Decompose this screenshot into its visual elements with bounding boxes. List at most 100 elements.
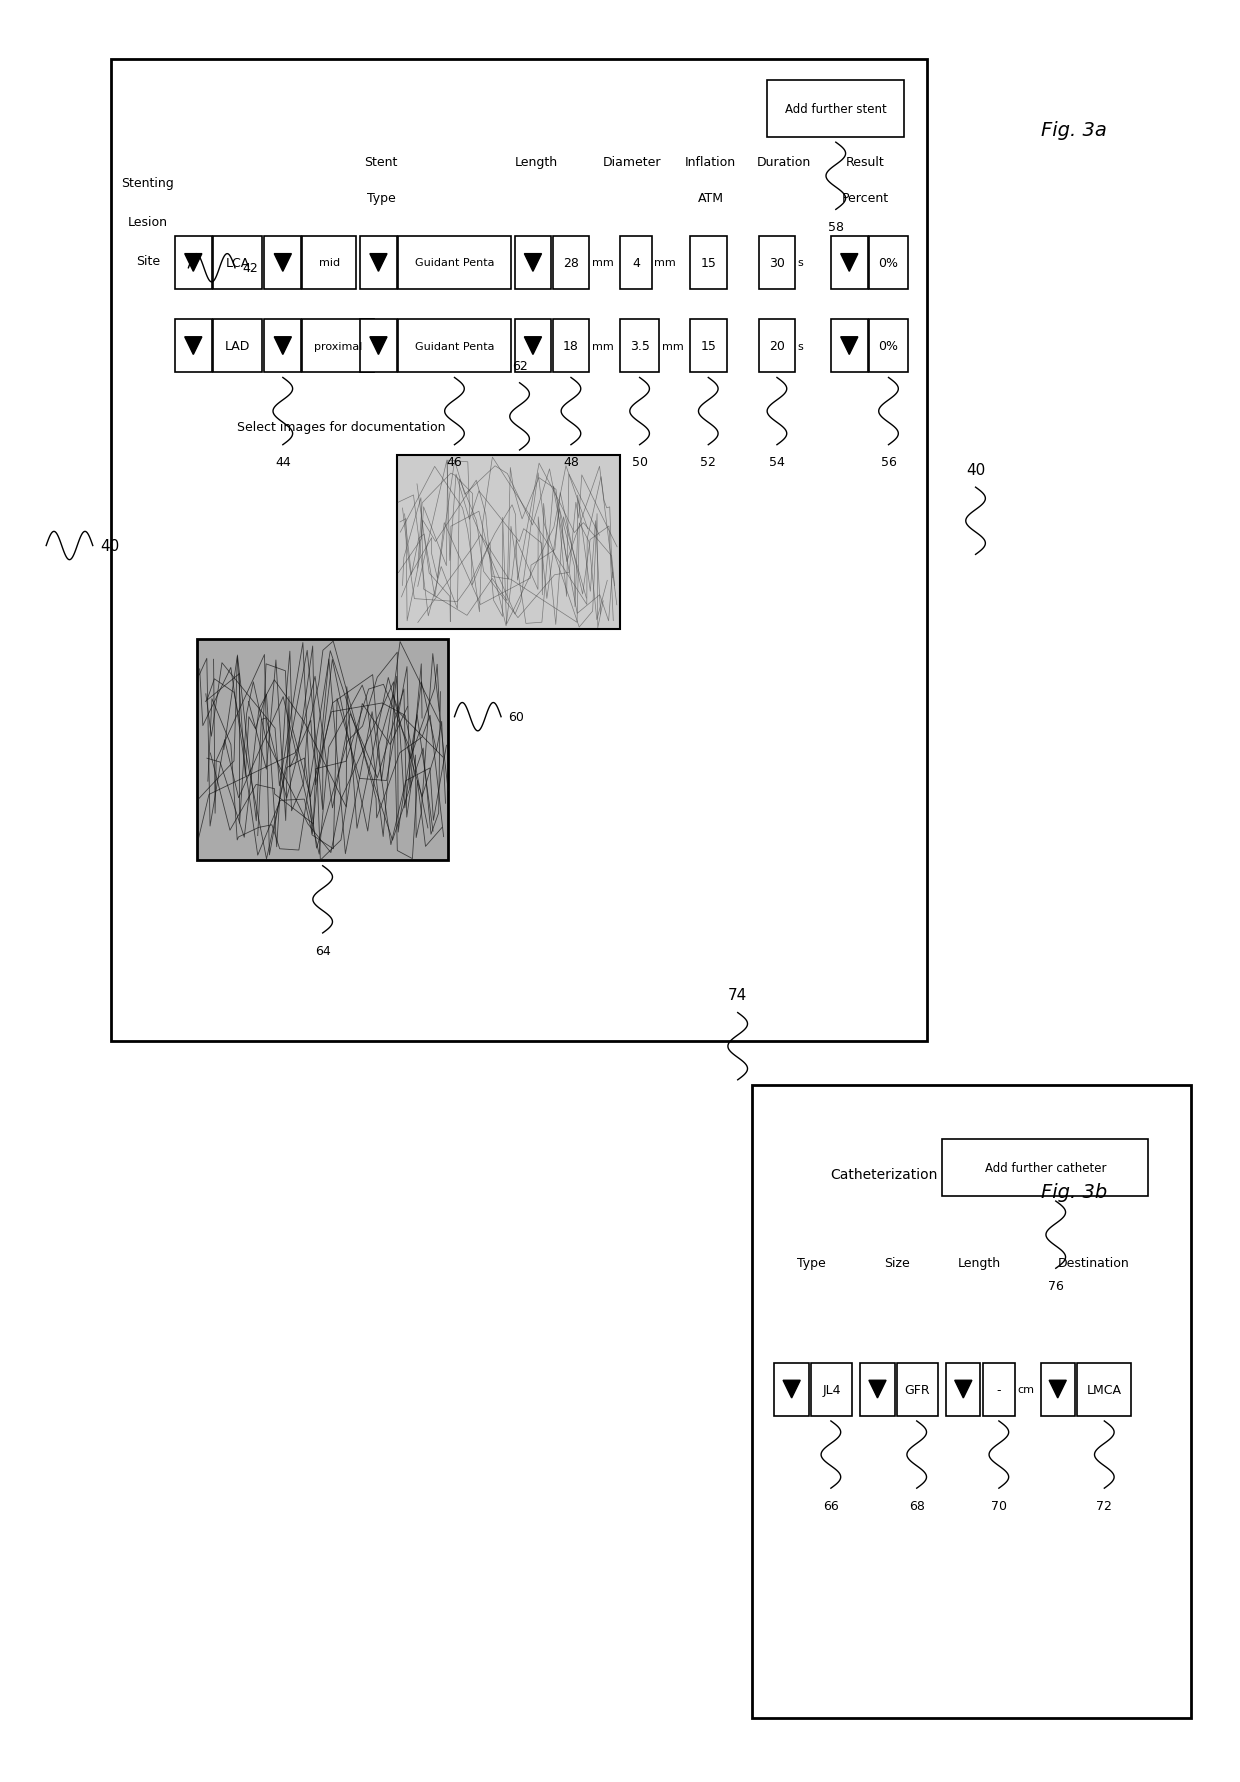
FancyBboxPatch shape (753, 1085, 1192, 1718)
FancyBboxPatch shape (811, 1363, 852, 1417)
Polygon shape (869, 1381, 887, 1399)
FancyBboxPatch shape (264, 321, 301, 372)
Text: 46: 46 (446, 456, 463, 469)
FancyBboxPatch shape (398, 321, 511, 372)
FancyBboxPatch shape (983, 1363, 1014, 1417)
Text: 40: 40 (966, 462, 986, 478)
Text: mm: mm (591, 258, 614, 269)
Text: LMCA: LMCA (1086, 1383, 1122, 1395)
FancyBboxPatch shape (175, 321, 212, 372)
FancyBboxPatch shape (759, 321, 795, 372)
Text: 72: 72 (1096, 1499, 1112, 1511)
FancyBboxPatch shape (897, 1363, 937, 1417)
Text: 3.5: 3.5 (630, 340, 650, 353)
Polygon shape (525, 337, 542, 355)
Text: Guidant Penta: Guidant Penta (414, 342, 495, 351)
Text: 20: 20 (769, 340, 785, 353)
Text: 48: 48 (563, 456, 579, 469)
Text: Lesion: Lesion (128, 216, 167, 230)
Text: proximal: proximal (314, 342, 362, 351)
FancyBboxPatch shape (689, 321, 727, 372)
Text: Percent: Percent (842, 191, 889, 205)
Text: Diameter: Diameter (603, 157, 661, 169)
FancyBboxPatch shape (1078, 1363, 1131, 1417)
Text: Guidant Penta: Guidant Penta (414, 258, 495, 269)
Text: 0%: 0% (878, 340, 899, 353)
FancyBboxPatch shape (303, 321, 373, 372)
Text: Stenting: Stenting (122, 176, 175, 191)
Text: Inflation: Inflation (686, 157, 737, 169)
Text: Length: Length (957, 1256, 1001, 1269)
Polygon shape (1049, 1381, 1066, 1399)
Text: 4: 4 (632, 257, 640, 269)
Text: Catheterization: Catheterization (831, 1167, 937, 1181)
Text: 30: 30 (769, 257, 785, 269)
FancyBboxPatch shape (775, 1363, 808, 1417)
FancyBboxPatch shape (831, 321, 868, 372)
Text: Result: Result (846, 157, 884, 169)
Text: 70: 70 (991, 1499, 1007, 1511)
Text: 0%: 0% (878, 257, 899, 269)
FancyBboxPatch shape (620, 321, 660, 372)
Text: 68: 68 (909, 1499, 925, 1511)
Text: 64: 64 (315, 944, 331, 957)
Text: ATM: ATM (698, 191, 724, 205)
Text: s: s (797, 258, 804, 269)
Text: s: s (797, 342, 804, 351)
Text: mm: mm (591, 342, 614, 351)
Text: LCA: LCA (226, 257, 249, 269)
FancyBboxPatch shape (213, 237, 262, 290)
FancyBboxPatch shape (1040, 1363, 1075, 1417)
Text: Length: Length (515, 157, 558, 169)
Text: Fig. 3b: Fig. 3b (1040, 1181, 1107, 1201)
Text: 42: 42 (242, 262, 258, 274)
Text: LAD: LAD (224, 340, 250, 353)
Polygon shape (841, 255, 858, 273)
Text: 50: 50 (631, 456, 647, 469)
Polygon shape (370, 255, 387, 273)
Polygon shape (784, 1381, 800, 1399)
Text: mm: mm (655, 258, 676, 269)
Text: 54: 54 (769, 456, 785, 469)
FancyBboxPatch shape (759, 237, 795, 290)
FancyBboxPatch shape (553, 321, 589, 372)
FancyBboxPatch shape (360, 237, 397, 290)
FancyBboxPatch shape (553, 237, 589, 290)
FancyBboxPatch shape (831, 237, 868, 290)
Text: Add further stent: Add further stent (785, 103, 887, 116)
Polygon shape (525, 255, 542, 273)
Text: mm: mm (662, 342, 683, 351)
FancyBboxPatch shape (213, 321, 262, 372)
Text: Size: Size (884, 1256, 910, 1269)
FancyBboxPatch shape (515, 321, 552, 372)
Text: 74: 74 (728, 987, 748, 1003)
Text: 44: 44 (275, 456, 290, 469)
Text: 66: 66 (823, 1499, 838, 1511)
FancyBboxPatch shape (861, 1363, 894, 1417)
Text: JL4: JL4 (822, 1383, 841, 1395)
Text: 60: 60 (508, 711, 525, 723)
Polygon shape (841, 337, 858, 355)
Text: 58: 58 (828, 221, 843, 233)
Text: 15: 15 (701, 340, 717, 353)
Text: cm: cm (1017, 1385, 1034, 1394)
Text: 28: 28 (563, 257, 579, 269)
Polygon shape (185, 337, 202, 355)
FancyBboxPatch shape (175, 237, 212, 290)
Text: Type: Type (367, 191, 396, 205)
FancyBboxPatch shape (515, 237, 552, 290)
Text: mid: mid (319, 258, 340, 269)
Text: 52: 52 (701, 456, 717, 469)
FancyBboxPatch shape (946, 1363, 981, 1417)
Polygon shape (274, 255, 291, 273)
FancyBboxPatch shape (112, 61, 926, 1041)
Text: GFR: GFR (904, 1383, 930, 1395)
Text: Add further catheter: Add further catheter (985, 1162, 1106, 1174)
FancyBboxPatch shape (197, 640, 449, 861)
Text: Duration: Duration (758, 157, 811, 169)
Text: 40: 40 (100, 538, 119, 554)
Text: Fig. 3a: Fig. 3a (1040, 121, 1106, 141)
FancyBboxPatch shape (869, 321, 908, 372)
FancyBboxPatch shape (303, 237, 356, 290)
Polygon shape (274, 337, 291, 355)
